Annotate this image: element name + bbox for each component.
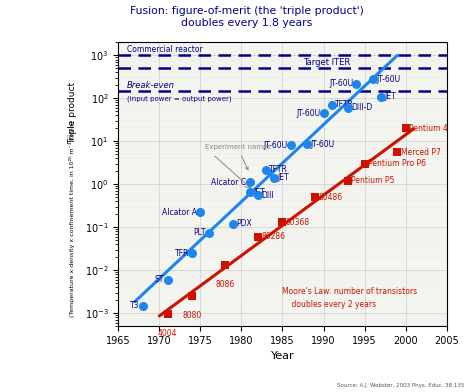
Text: 80368: 80368: [286, 218, 310, 227]
Text: Merced P7: Merced P7: [401, 148, 440, 157]
Text: Fusion: figure-of-merit (the 'triple product'): Fusion: figure-of-merit (the 'triple pro…: [129, 6, 364, 16]
Text: TFTR: TFTR: [335, 100, 354, 109]
Text: (input power = output power): (input power = output power): [127, 96, 231, 102]
Text: 8086: 8086: [215, 280, 235, 289]
Text: Source: A.J. Webster, 2003 Phys. Educ. 38 135: Source: A.J. Webster, 2003 Phys. Educ. 3…: [337, 383, 465, 388]
Text: doubles every 1.8 years: doubles every 1.8 years: [181, 18, 312, 28]
Text: 8080: 8080: [182, 311, 202, 320]
Text: JT-60U: JT-60U: [329, 79, 353, 88]
Text: 80486: 80486: [319, 193, 343, 201]
Text: PLT: PLT: [193, 228, 205, 237]
Text: JT-60U: JT-60U: [263, 141, 287, 150]
Text: Commercial reactor: Commercial reactor: [127, 45, 202, 54]
Text: Experiment names: Experiment names: [204, 144, 270, 170]
Text: ST: ST: [155, 275, 164, 284]
Text: JET: JET: [278, 174, 289, 182]
Text: TFTR: TFTR: [269, 165, 288, 174]
Text: Moore's Law: number of transistors
    doubles every 2 years: Moore's Law: number of transistors doubl…: [283, 287, 418, 309]
Text: PDX: PDX: [237, 219, 252, 228]
Text: Alcator C: Alcator C: [211, 178, 246, 187]
X-axis label: Year: Year: [271, 351, 294, 361]
Text: Triple product: Triple product: [68, 82, 77, 144]
Text: JET: JET: [384, 92, 396, 101]
Text: 80286: 80286: [261, 232, 285, 241]
Text: JT-60U: JT-60U: [296, 109, 320, 118]
Text: DIII: DIII: [261, 191, 274, 200]
Text: Pentium P5: Pentium P5: [351, 176, 395, 185]
Text: Pentium Pro P6: Pentium Pro P6: [368, 159, 426, 168]
Text: Alcator A: Alcator A: [162, 208, 197, 217]
Text: DIII-D: DIII-D: [351, 103, 373, 113]
Text: (Temperature x density x confinement time, in 10²⁰ m⁻³ keV·s): (Temperature x density x confinement tim…: [69, 120, 75, 317]
Text: JT-60U: JT-60U: [376, 74, 400, 83]
Text: T3: T3: [130, 301, 140, 310]
Text: TFR: TFR: [174, 249, 189, 258]
Text: Break-even: Break-even: [127, 81, 174, 89]
Text: Target ITER: Target ITER: [303, 58, 350, 67]
Text: JT-60U: JT-60U: [310, 140, 335, 149]
Text: Pentium 4: Pentium 4: [409, 124, 447, 133]
Text: JET: JET: [253, 188, 264, 197]
Text: 4004: 4004: [158, 329, 177, 338]
